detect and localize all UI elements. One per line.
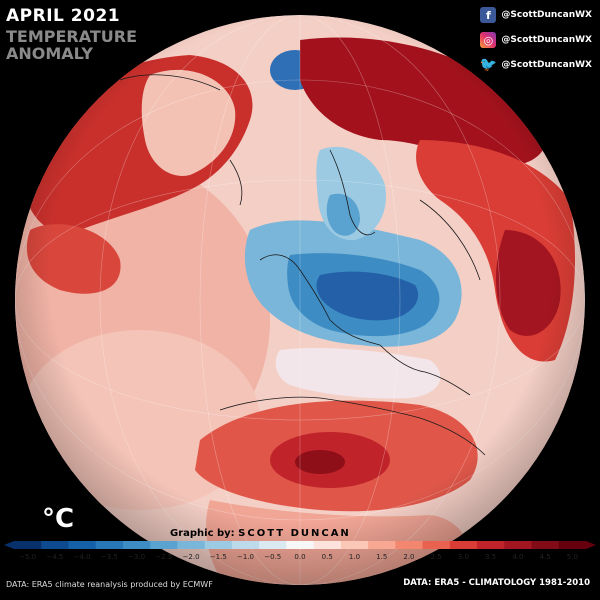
colorbar-swatch: [95, 541, 124, 549]
social-handles: f @ScottDuncanWX ◎ @ScottDuncanWX 🐦 @Sco…: [480, 4, 592, 79]
colorbar-min-arrow: [4, 541, 14, 549]
social-facebook[interactable]: f @ScottDuncanWX: [480, 4, 592, 26]
colorbar-swatch: [368, 541, 396, 549]
subtitle-line-2: ANOMALY: [6, 44, 93, 63]
colorbar-tick-label: −3.0: [128, 553, 145, 561]
social-instagram[interactable]: ◎ @ScottDuncanWX: [480, 29, 592, 51]
colorbar-tick-label: 3.0: [458, 553, 469, 561]
colorbar-swatch: [286, 541, 315, 549]
credit-name: SCOTT DUNCAN: [238, 528, 351, 539]
colorbar-tick-label: 4.5: [540, 553, 551, 561]
colorbar-swatch: [477, 541, 505, 549]
colorbar-tick-label: 4.0: [512, 553, 523, 561]
colorbar-swatch: [422, 541, 451, 549]
colorbar-tick-label: 2.0: [403, 553, 414, 561]
instagram-icon: ◎: [480, 32, 497, 48]
colorbar-swatch: [531, 541, 560, 549]
map-subtitle: TEMPERATURE ANOMALY: [6, 28, 137, 62]
colorbar-swatch: [449, 541, 478, 549]
colorbar-tick-label: 0.5: [322, 553, 333, 561]
credit-prefix: Graphic by:: [170, 528, 235, 539]
colorbar-swatch: [122, 541, 151, 549]
colorbar-tick-label: −5.0: [19, 553, 36, 561]
colorbar-tick-label: 5.0: [567, 553, 578, 561]
colorbar-max-arrow: [586, 541, 596, 549]
twitter-icon: 🐦: [479, 57, 498, 73]
colorbar-swatch: [68, 541, 97, 549]
facebook-handle: @ScottDuncanWX: [501, 10, 592, 20]
twitter-handle: @ScottDuncanWX: [501, 60, 592, 70]
colorbar-tick-label: 2.5: [431, 553, 442, 561]
colorbar-swatch: [177, 541, 206, 549]
colorbar-swatch: [313, 541, 342, 549]
colorbar-tick-label: −1.5: [210, 553, 227, 561]
colorbar-tick-label: −4.0: [74, 553, 91, 561]
social-twitter[interactable]: 🐦 @ScottDuncanWX: [480, 54, 592, 76]
colorbar: −5.0 −4.5 −4.0 −3.5 −3.0 −2.5 −2.0 −1.5 −1.0 −0.5…: [4, 541, 596, 561]
colorbar-tick-label: 1.5: [376, 553, 387, 561]
colorbar-swatch: [259, 541, 287, 549]
colorbar-swatch: [558, 541, 587, 549]
map-title: APRIL 2021: [6, 6, 121, 26]
colorbar-swatch: [150, 541, 178, 549]
colorbar-tick-label: −3.5: [101, 553, 118, 561]
globe-map: [15, 15, 585, 585]
colorbar-tick-label: −2.0: [183, 553, 200, 561]
colorbar-tick-label: −1.0: [237, 553, 254, 561]
colorbar-tick-label: −2.5: [155, 553, 172, 561]
unit-label: °C: [42, 504, 75, 534]
facebook-icon: f: [480, 7, 497, 23]
colorbar-tick-label: 1.0: [349, 553, 360, 561]
colorbar-swatch: [14, 541, 42, 549]
colorbar-tick-label: 3.5: [485, 553, 496, 561]
colorbar-swatch: [231, 541, 260, 549]
colorbar-swatch: [41, 541, 69, 549]
data-source-right: DATA: ERA5 - CLIMATOLOGY 1981-2010: [403, 578, 590, 588]
colorbar-swatch: [395, 541, 424, 549]
colorbar-tick-label: 0.0: [294, 553, 305, 561]
colorbar-swatch: [504, 541, 533, 549]
colorbar-swatch: [340, 541, 369, 549]
instagram-handle: @ScottDuncanWX: [501, 35, 592, 45]
data-source-left: DATA: ERA5 climate reanalysis produced b…: [6, 580, 213, 589]
colorbar-tick-label: −4.5: [46, 553, 63, 561]
colorbar-tick-label: −0.5: [264, 553, 281, 561]
colorbar-swatch: [204, 541, 233, 549]
graphic-credit: Graphic by: SCOTT DUNCAN: [170, 528, 351, 539]
subtitle-line-1: TEMPERATURE: [6, 27, 138, 46]
